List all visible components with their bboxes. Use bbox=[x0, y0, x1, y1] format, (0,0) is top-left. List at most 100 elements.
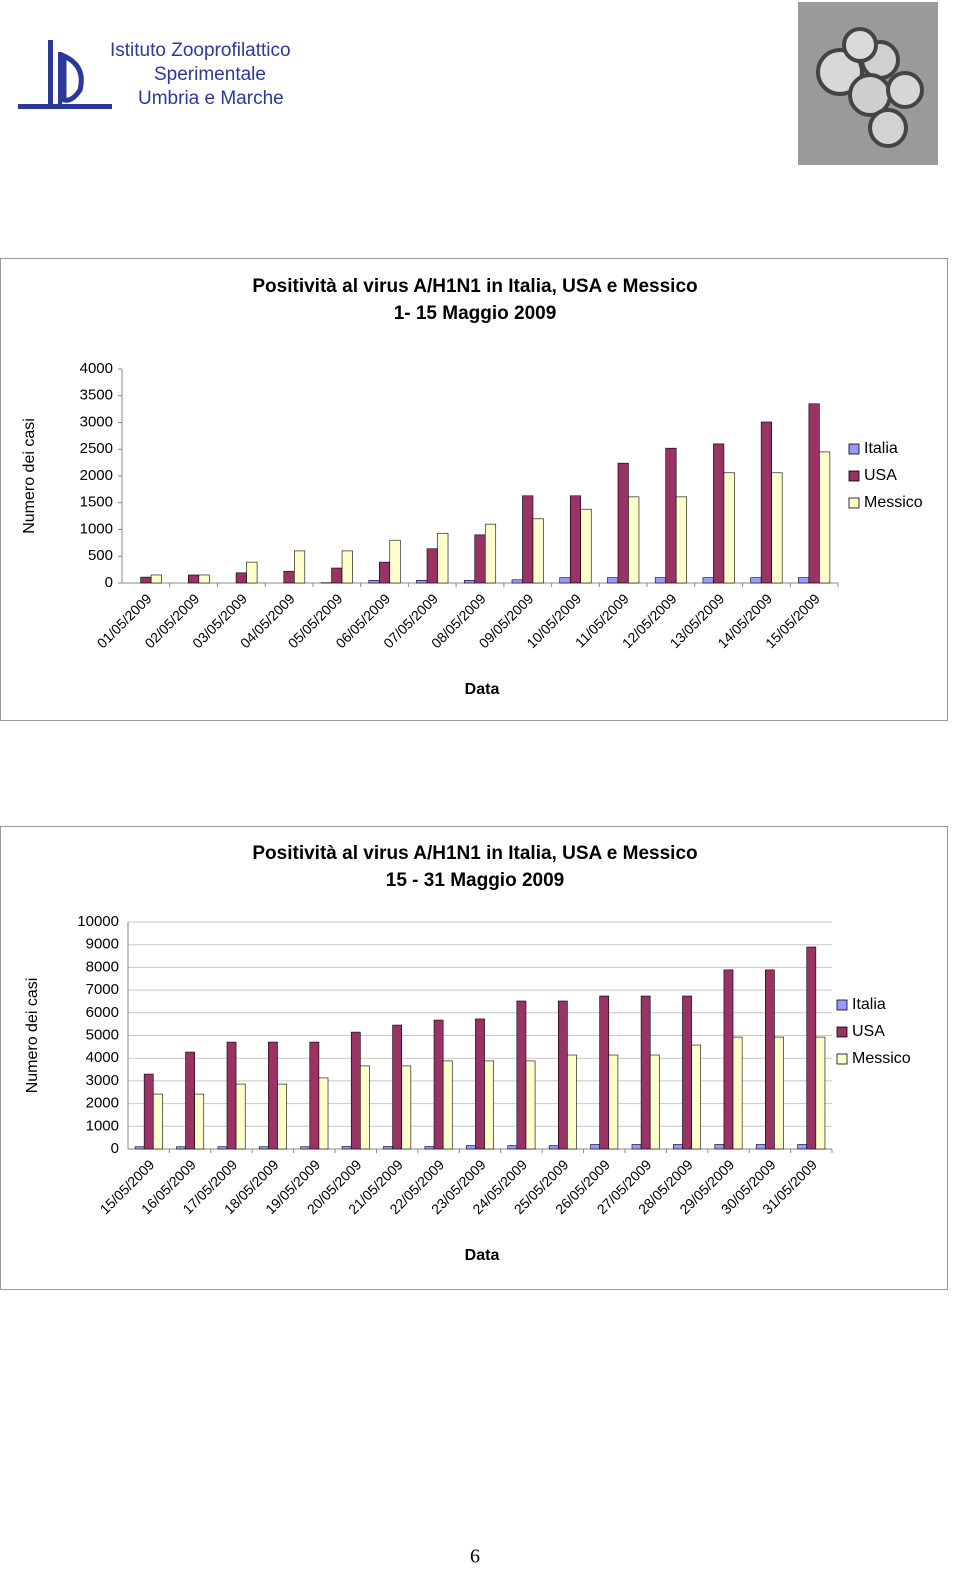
institute-line: Istituto Zooprofilattico bbox=[110, 40, 291, 61]
bar bbox=[750, 577, 762, 584]
bar bbox=[392, 1024, 403, 1150]
y-tick-label: 4000 bbox=[80, 360, 113, 377]
legend-label: Messico bbox=[864, 494, 923, 511]
bar bbox=[226, 1041, 237, 1150]
virion bbox=[842, 27, 878, 63]
bar bbox=[617, 462, 629, 584]
legend-swatch bbox=[836, 999, 848, 1011]
bar bbox=[424, 1146, 435, 1150]
bar bbox=[713, 443, 725, 584]
bar bbox=[511, 579, 523, 584]
virion bbox=[886, 71, 924, 109]
bar bbox=[631, 1144, 642, 1150]
chart-title: Positività al virus A/H1N1 in Italia, US… bbox=[252, 843, 697, 864]
bar bbox=[714, 1144, 725, 1150]
bar bbox=[258, 1146, 269, 1150]
bar bbox=[691, 1044, 702, 1150]
legend-label: USA bbox=[852, 1023, 885, 1040]
bar bbox=[590, 1144, 600, 1150]
legend-swatch bbox=[848, 470, 860, 482]
bar bbox=[771, 472, 783, 584]
bar bbox=[774, 1036, 784, 1150]
bar bbox=[341, 550, 353, 584]
virus-photo bbox=[798, 2, 938, 165]
bar bbox=[806, 946, 817, 1150]
y-tick-label: 10000 bbox=[77, 913, 119, 930]
page-number: 6 bbox=[470, 1546, 480, 1568]
institute-line: Sperimentale bbox=[154, 64, 266, 85]
bar bbox=[654, 577, 666, 584]
x-axis-label: Data bbox=[465, 1247, 500, 1264]
legend-label: USA bbox=[864, 467, 897, 484]
bar bbox=[797, 1144, 808, 1150]
bar bbox=[383, 1146, 393, 1150]
chart-frame bbox=[0, 826, 948, 1290]
bar bbox=[569, 495, 582, 584]
bar bbox=[628, 496, 640, 584]
bar bbox=[665, 447, 677, 584]
bar bbox=[548, 1145, 559, 1150]
virion bbox=[868, 108, 908, 148]
bar bbox=[755, 1144, 766, 1150]
logo bbox=[18, 40, 112, 109]
bar bbox=[580, 508, 592, 584]
bar bbox=[682, 995, 692, 1150]
bar bbox=[318, 1077, 329, 1150]
bar bbox=[732, 1036, 743, 1150]
legend-swatch bbox=[848, 497, 860, 509]
bar bbox=[152, 1093, 163, 1150]
bar bbox=[341, 1146, 352, 1150]
bar bbox=[235, 572, 247, 584]
bar bbox=[484, 523, 497, 584]
x-axis-label: Data bbox=[465, 681, 500, 698]
bar bbox=[176, 1146, 186, 1150]
bar bbox=[246, 561, 258, 584]
legend-label: Messico bbox=[852, 1050, 911, 1067]
bar bbox=[378, 561, 391, 584]
bar bbox=[268, 1041, 278, 1150]
bar bbox=[640, 995, 651, 1150]
bar bbox=[559, 577, 571, 584]
bar bbox=[283, 570, 295, 584]
bar bbox=[217, 1146, 228, 1150]
bar bbox=[474, 534, 486, 584]
bar bbox=[808, 403, 820, 584]
y-tick-label: 2000 bbox=[86, 1095, 119, 1112]
bar bbox=[368, 580, 380, 584]
y-tick-label: 5000 bbox=[86, 1026, 119, 1043]
bar bbox=[188, 574, 200, 584]
chart-frame bbox=[0, 258, 948, 721]
bar bbox=[426, 548, 438, 584]
legend-swatch bbox=[836, 1053, 848, 1065]
legend-label: Italia bbox=[852, 996, 886, 1013]
bar bbox=[331, 567, 343, 584]
bar bbox=[198, 574, 210, 584]
chart-title: Positività al virus A/H1N1 in Italia, US… bbox=[252, 276, 697, 297]
bar bbox=[723, 472, 735, 584]
y-tick-label: 3500 bbox=[80, 387, 113, 404]
chart-subtitle: 15 - 31 Maggio 2009 bbox=[386, 870, 564, 891]
bar bbox=[309, 1041, 320, 1150]
bar bbox=[673, 1144, 683, 1150]
bar bbox=[185, 1051, 195, 1150]
y-tick-label: 2000 bbox=[80, 467, 113, 484]
bar bbox=[416, 580, 428, 584]
bar bbox=[516, 1000, 527, 1150]
y-axis-label: Numero dei casi bbox=[24, 978, 41, 1094]
y-tick-label: 500 bbox=[88, 547, 113, 564]
y-tick-label: 8000 bbox=[86, 958, 119, 975]
chart-subtitle: 1- 15 Maggio 2009 bbox=[394, 303, 557, 324]
y-tick-label: 4000 bbox=[86, 1049, 119, 1066]
bar bbox=[522, 495, 534, 584]
bar bbox=[608, 1054, 619, 1150]
logo-base bbox=[18, 104, 112, 109]
bar bbox=[649, 1054, 660, 1150]
bar bbox=[140, 576, 152, 584]
legend-label: Italia bbox=[864, 440, 898, 457]
legend-swatch bbox=[836, 1026, 848, 1038]
bar bbox=[433, 1019, 444, 1150]
y-tick-label: 0 bbox=[111, 1140, 119, 1157]
bar bbox=[607, 577, 619, 584]
y-tick-label: 7000 bbox=[86, 981, 119, 998]
